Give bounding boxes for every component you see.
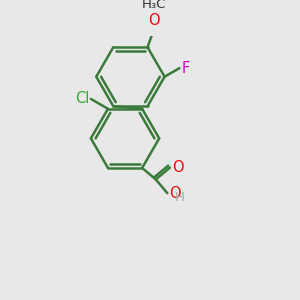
- Text: O: O: [169, 186, 181, 201]
- Text: H₃C: H₃C: [141, 0, 166, 11]
- Text: O: O: [148, 13, 159, 28]
- Text: O: O: [172, 160, 184, 175]
- Text: H: H: [175, 191, 185, 204]
- Text: Cl: Cl: [75, 92, 90, 106]
- Text: F: F: [181, 61, 190, 76]
